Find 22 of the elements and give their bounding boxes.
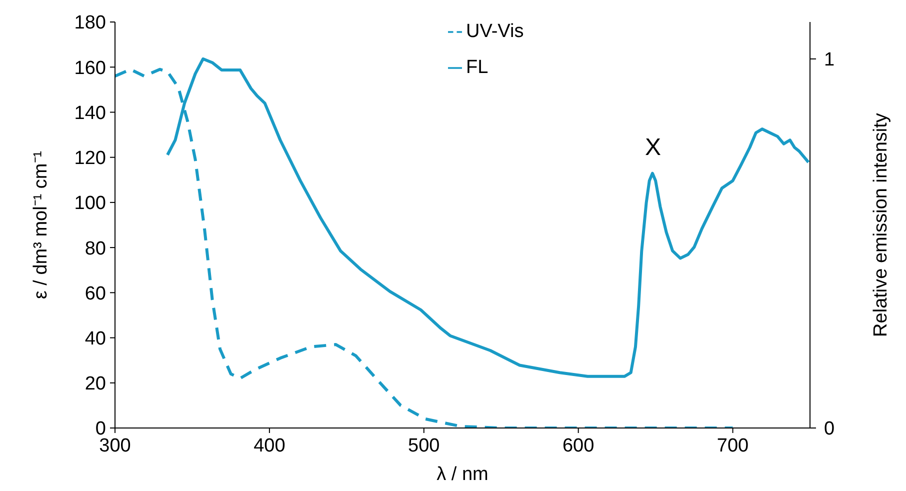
y-tick-label: 100 [74, 193, 106, 214]
x-tick-label: 500 [408, 435, 440, 456]
x-axis-title: λ / nm [436, 464, 488, 485]
y-axis-title: ε / dm³ mol⁻¹ cm⁻¹ [30, 150, 52, 300]
x-tick-label: 600 [562, 435, 594, 456]
x-tick-label: 300 [99, 435, 131, 456]
y-tick-label: 40 [84, 328, 106, 350]
y2-tick-label: 1 [824, 50, 835, 71]
x-tick-label: 700 [716, 435, 749, 456]
legend-label: UV-Vis [466, 21, 524, 42]
legend-label: FL [466, 57, 488, 78]
annotation: X [645, 134, 662, 162]
y-tick-label: 140 [74, 102, 106, 124]
y-tick-label: 180 [74, 12, 106, 34]
y-tick-label: 160 [74, 58, 106, 79]
x-tick-label: 400 [254, 435, 286, 456]
y-tick-label: 20 [84, 374, 106, 395]
y-tick-label: 60 [84, 283, 106, 304]
y-tick-label: 120 [74, 148, 106, 170]
y-tick-label: 80 [84, 238, 106, 260]
y2-axis-title: Relative emission intensity [870, 112, 892, 337]
y2-tick-label: 0 [824, 418, 835, 440]
